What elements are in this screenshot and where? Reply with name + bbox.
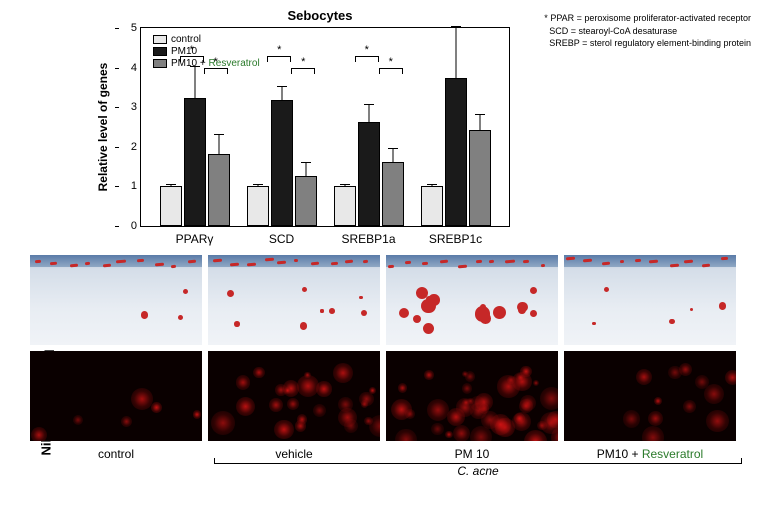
panel-oilred-pm10res [564, 255, 736, 345]
panel-oilred-pm10 [386, 255, 558, 345]
panel-column-labels: control vehicle PM 10 PM10 + Resveratrol [30, 447, 745, 461]
x-axis-labels: PPARγSCDSREBP1aSREBP1c [141, 232, 509, 246]
panel-nilered-pm10 [386, 351, 558, 441]
panel-oilred-vehicle [208, 255, 380, 345]
panel-oilred-control [30, 255, 202, 345]
panel-nilered-vehicle [208, 351, 380, 441]
panel-nilered-pm10res [564, 351, 736, 441]
bracket-line [214, 463, 742, 464]
annotation-star: * [544, 13, 548, 23]
panel-label: PM10 + Resveratrol [564, 447, 736, 461]
panel-label: control [30, 447, 202, 461]
figure-root: Sebocytes Relative level of genes 012345… [0, 0, 759, 532]
annotation-line: SCD = stearoyl-CoA desaturase [549, 26, 677, 36]
annotations: * PPAR = peroxisome proliferator-activat… [544, 12, 751, 50]
panel-row-oilred: Oil Red O [30, 255, 745, 345]
cacne-bracket: C. acne [30, 463, 745, 478]
chart-plot-area: Relative level of genes 012345 control P… [140, 27, 510, 227]
y-axis-label: Relative level of genes [96, 63, 110, 192]
bar-chart: Sebocytes Relative level of genes 012345… [130, 8, 510, 228]
chart-title: Sebocytes [130, 8, 510, 23]
panel-label: PM 10 [386, 447, 558, 461]
panel-nilered-control [30, 351, 202, 441]
cacne-label: C. acne [214, 464, 742, 478]
resveratrol-text: Resveratrol [642, 447, 703, 461]
annotation-line: PPAR = peroxisome proliferator-activated… [550, 13, 751, 23]
panel-row-nilered: Nile Red [30, 351, 745, 441]
image-panels: Oil Red O Nile Red control vehicle PM 10… [30, 255, 745, 478]
panel-label: vehicle [208, 447, 380, 461]
bars-container [141, 28, 509, 226]
annotation-line: SREBP = sterol regulatory element-bindin… [549, 38, 751, 48]
